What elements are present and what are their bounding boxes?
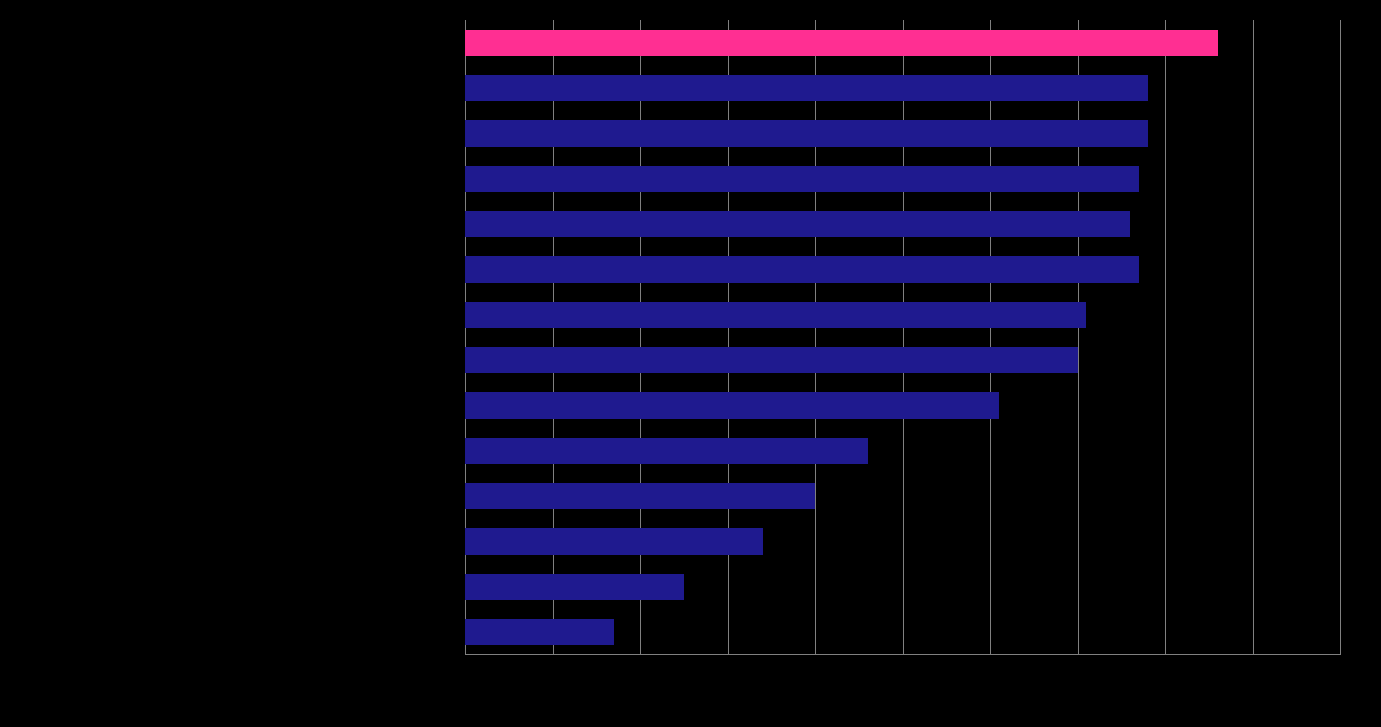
x-tick-label: 5: [898, 655, 907, 681]
gridline: [1340, 20, 1341, 655]
gridline: [815, 20, 816, 655]
x-axis-line: [465, 654, 1340, 655]
y-tick-label: Item 4: [409, 156, 465, 201]
gridline: [553, 20, 554, 655]
y-tick-label: Item 9: [409, 383, 465, 428]
x-tick-label: 0: [461, 655, 470, 681]
x-tick-label: 2: [636, 655, 645, 681]
y-axis-line: [465, 20, 466, 655]
y-tick-label: Item 1: [409, 20, 465, 65]
y-tick-label: Item 2: [409, 65, 465, 110]
bar: [465, 528, 763, 554]
x-tick-label: 1: [548, 655, 557, 681]
x-tick-label: 4: [811, 655, 820, 681]
y-tick-label: Item 8: [409, 338, 465, 383]
bar: [465, 347, 1078, 373]
x-tick-label: 6: [986, 655, 995, 681]
bar: [465, 120, 1148, 146]
gridline: [903, 20, 904, 655]
bar: [465, 256, 1139, 282]
bar: [465, 619, 614, 645]
gridline: [1165, 20, 1166, 655]
y-tick-label: Item 13: [400, 564, 465, 609]
x-tick-label: 8: [1161, 655, 1170, 681]
bar: [465, 302, 1086, 328]
y-tick-label: Item 10: [400, 428, 465, 473]
bar: [465, 438, 868, 464]
bar: [465, 166, 1139, 192]
gridline: [1253, 20, 1254, 655]
y-tick-label: Item 7: [409, 292, 465, 337]
bar: [465, 75, 1148, 101]
gridline: [990, 20, 991, 655]
x-tick-label: 3: [723, 655, 732, 681]
gridline: [640, 20, 641, 655]
x-tick-label: 7: [1073, 655, 1082, 681]
y-tick-label: Item 12: [400, 519, 465, 564]
y-tick-label: Item 14: [400, 610, 465, 655]
horizontal-bar-chart: 012345678910Item 1Item 2Item 3Item 4Item…: [0, 0, 1381, 727]
y-tick-label: Item 6: [409, 247, 465, 292]
gridline: [1078, 20, 1079, 655]
y-tick-label: Item 11: [401, 474, 465, 519]
bar: [465, 211, 1130, 237]
y-tick-label: Item 5: [409, 201, 465, 246]
plot-area: 012345678910Item 1Item 2Item 3Item 4Item…: [465, 20, 1340, 655]
gridline: [728, 20, 729, 655]
bar: [465, 483, 815, 509]
bar: [465, 30, 1218, 56]
x-tick-label: 10: [1331, 655, 1349, 681]
bar: [465, 574, 684, 600]
bar: [465, 392, 999, 418]
x-tick-label: 9: [1248, 655, 1257, 681]
y-tick-label: Item 3: [409, 111, 465, 156]
